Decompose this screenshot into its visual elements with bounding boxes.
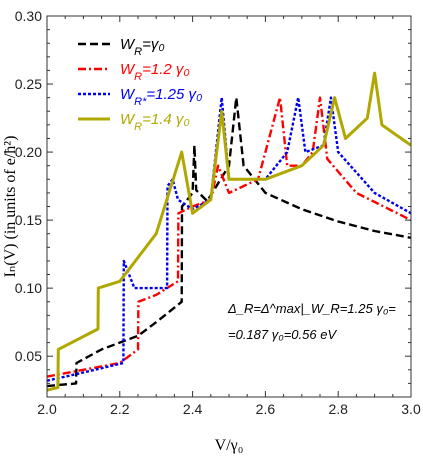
series-group (47, 71, 411, 392)
series-line-4 (47, 71, 411, 392)
axis-layer: 2.0 2.2 2.4 2.6 2.8 3.0 0.05 0.10 0.15 0.20 0.25 0.… (15, 8, 421, 417)
y-tick-label: 0.10 (15, 280, 42, 296)
legend-entry-3: WR*=1.25 γ₀ (120, 86, 202, 108)
annotation-line-2: =0.187 γ₀=0.56 eV (228, 327, 337, 342)
series-layer (47, 71, 411, 392)
x-tick-label: 2.4 (183, 401, 203, 417)
series-line-2 (47, 96, 411, 378)
legend-entry-4: WR=1.4 γ₀ (120, 111, 190, 133)
x-tick-label: 2.0 (37, 401, 57, 417)
y-tick-label: 0.15 (15, 212, 42, 228)
legend-entry-1: WR=γ₀ (120, 36, 165, 58)
x-tick-label: 2.6 (256, 401, 276, 417)
series-line-3 (47, 96, 411, 382)
x-tick-label: 3.0 (401, 401, 421, 417)
x-tick-label: 2.8 (328, 401, 348, 417)
annotation: Δ_R=Δ^max|_W_R=1.25 γ₀= =0.187 γ₀=0.56 eV (227, 301, 396, 342)
y-tick-label: 0.20 (15, 144, 42, 160)
x-tick-label: 2.2 (110, 401, 130, 417)
y-tick-label: 0.25 (15, 76, 42, 92)
legend-entry-2: WR=1.2 γ₀ (120, 61, 190, 83)
y-axis-label: Iₙ(V) (in units of e/ħ²) (2, 136, 19, 278)
x-axis-label: V/γ₀ (215, 437, 244, 454)
y-tick-label: 0.30 (15, 8, 42, 24)
legend: WR=γ₀ WR=1.2 γ₀ WR*=1.25 γ₀ WR=1.4 γ₀ (78, 36, 202, 133)
series-line-1 (47, 96, 411, 388)
annotation-line-1: Δ_R=Δ^max|_W_R=1.25 γ₀= (227, 301, 396, 316)
y-tick-label: 0.05 (15, 348, 42, 364)
